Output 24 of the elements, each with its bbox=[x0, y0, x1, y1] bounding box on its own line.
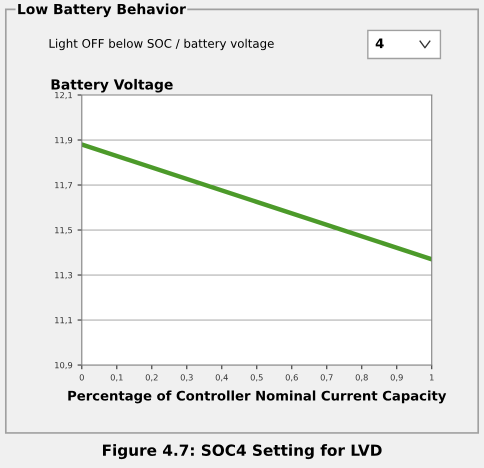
text: Low Battery Behavior bbox=[18, 4, 186, 18]
x-tick-label: 0,6 bbox=[286, 374, 298, 382]
x-tick-label: 0,9 bbox=[390, 374, 403, 382]
x-tick-label: 1 bbox=[430, 374, 434, 380]
x-tick-label: 0,1 bbox=[110, 374, 123, 382]
x-tick-label: 0 bbox=[80, 374, 84, 381]
x-tick-label: 0,2 bbox=[146, 374, 158, 382]
y-tick-label: 12,1 bbox=[55, 92, 72, 100]
y-tick-label: 11,5 bbox=[55, 227, 72, 234]
x-axis-title: Percentage of Controller Nominal Current Capacity bbox=[68, 390, 446, 404]
caption: Figure 4.7: SOC4 Setting for LVD bbox=[102, 444, 382, 460]
y-tick-label: 11,7 bbox=[55, 182, 72, 190]
x-tick-label: 0,5 bbox=[250, 374, 263, 382]
chart-title: Battery Voltage bbox=[52, 78, 173, 92]
x-tick-label: 0,7 bbox=[320, 374, 333, 382]
y-tick-label: 10,9 bbox=[55, 362, 72, 370]
y-tick-label: 11,9 bbox=[55, 136, 72, 144]
text: 4 bbox=[376, 38, 384, 48]
x-tick-label: 0,4 bbox=[216, 374, 228, 382]
y-tick-label: 11,3 bbox=[55, 272, 72, 280]
text: Light OFF below SOC / battery voltage bbox=[50, 38, 274, 50]
x-tick-label: 0,8 bbox=[356, 374, 368, 382]
x-tick-label: 0,3 bbox=[180, 374, 193, 382]
y-tick-label: 11,1 bbox=[55, 317, 72, 324]
